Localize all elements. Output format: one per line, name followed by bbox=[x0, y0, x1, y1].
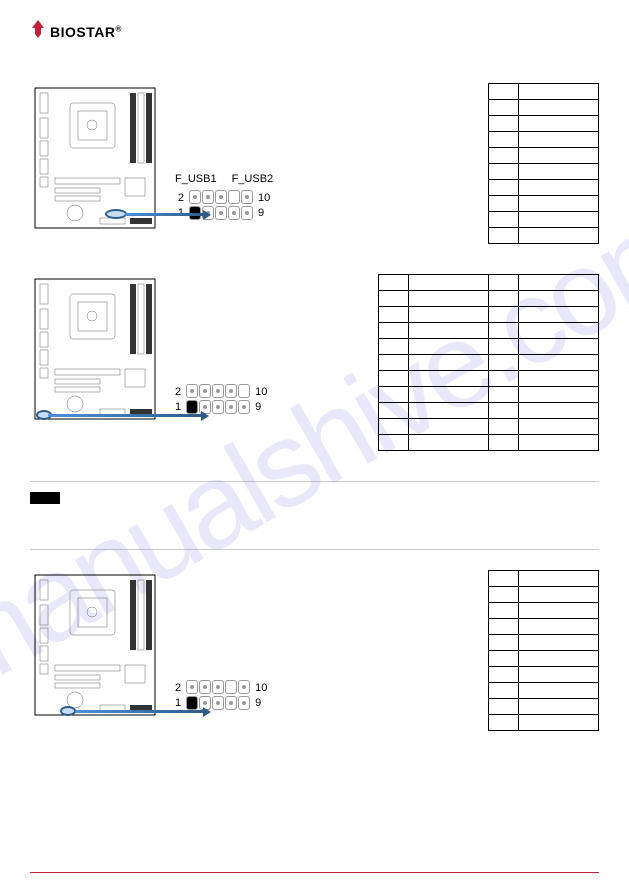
mobo-svg-3 bbox=[30, 570, 160, 720]
note-label bbox=[30, 492, 60, 504]
pin-header-labels: F_USB1 F_USB2 bbox=[175, 173, 273, 185]
pin-num: 2 bbox=[175, 682, 181, 694]
divider-1 bbox=[30, 481, 599, 482]
pin-num: 10 bbox=[255, 386, 267, 398]
pin-table-1 bbox=[488, 83, 599, 244]
motherboard-diagram-2 bbox=[30, 274, 160, 424]
page-container: BIOSTAR® bbox=[0, 0, 629, 781]
mobo-svg-2 bbox=[30, 274, 160, 424]
logo-text: BIOSTAR® bbox=[50, 24, 122, 40]
pin-num: 10 bbox=[255, 682, 267, 694]
header-section-1: F_USB1 F_USB2 2 1 10 9 bbox=[30, 83, 599, 244]
pin-num: 2 bbox=[175, 386, 181, 398]
pin-num: 2 bbox=[178, 192, 184, 204]
pin-num: 10 bbox=[258, 192, 270, 204]
footer-divider bbox=[30, 872, 599, 873]
pin-num: 9 bbox=[255, 401, 267, 413]
motherboard-diagram-1 bbox=[30, 83, 160, 233]
pin-num: 1 bbox=[175, 401, 181, 413]
pin-diagram-3: 2 1 10 9 bbox=[175, 680, 267, 710]
highlight-marker-3 bbox=[60, 706, 76, 716]
pin-num: 1 bbox=[175, 697, 181, 709]
pin-num: 9 bbox=[258, 207, 270, 219]
pin-diagram-2: 2 1 10 9 bbox=[175, 384, 267, 414]
highlight-marker-1 bbox=[105, 209, 127, 219]
header-section-2: 2 1 10 9 bbox=[30, 274, 599, 451]
logo: BIOSTAR® bbox=[30, 20, 599, 43]
motherboard-diagram-3 bbox=[30, 570, 160, 720]
divider-2 bbox=[30, 549, 599, 550]
biostar-logo-icon bbox=[30, 20, 46, 43]
arrow-3 bbox=[75, 710, 205, 713]
header-section-3: 2 1 10 9 bbox=[30, 570, 599, 731]
arrow-1 bbox=[125, 213, 205, 216]
pin-table-2 bbox=[378, 274, 599, 451]
pin-table-3 bbox=[488, 570, 599, 731]
mobo-svg-1 bbox=[30, 83, 160, 233]
pin-num: 9 bbox=[255, 697, 267, 709]
arrow-2 bbox=[48, 414, 203, 417]
